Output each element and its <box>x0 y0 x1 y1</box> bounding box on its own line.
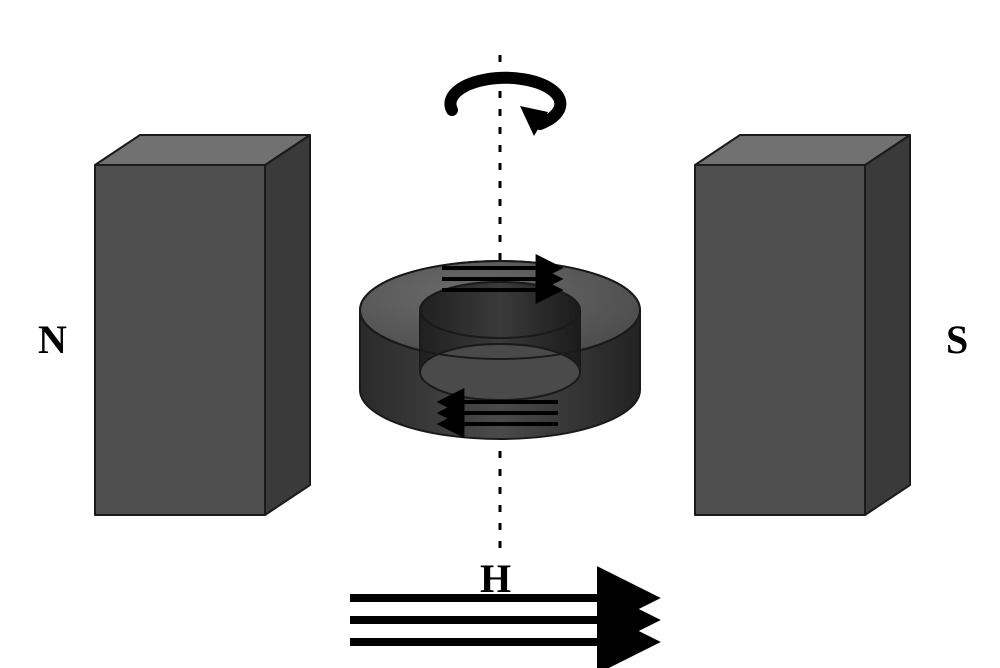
diagram-stage <box>0 0 1000 668</box>
field-arrows <box>350 598 648 642</box>
right-magnet <box>695 135 910 515</box>
rotation-arrow-icon <box>450 78 560 136</box>
left-magnet <box>95 135 310 515</box>
